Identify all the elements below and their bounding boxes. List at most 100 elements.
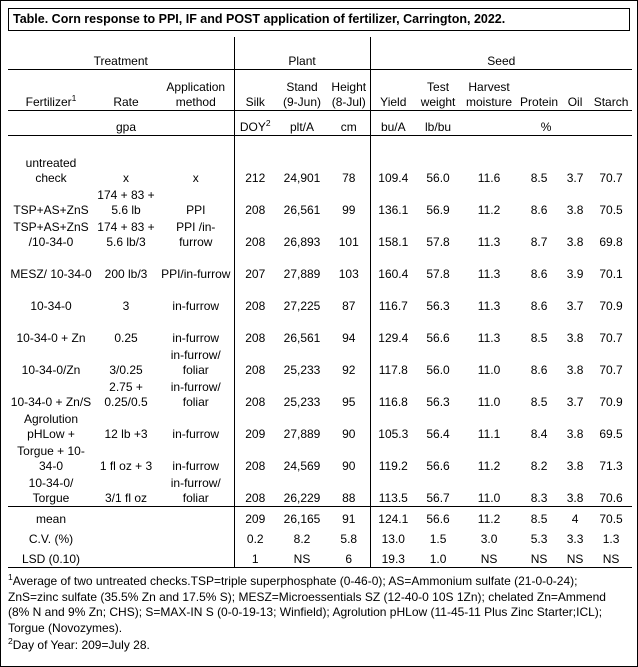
stand-cell: 24,901 <box>283 170 321 185</box>
corn-response-table: Treatment Plant Seed Fertilizer1 Rate Ap… <box>8 37 633 568</box>
stand-cell: 25,233 <box>283 362 321 377</box>
protein-cell: 8.6 <box>530 362 548 377</box>
test-weight-cell: 1.0 <box>416 547 461 568</box>
stand-cell: 26,229 <box>283 490 321 505</box>
summary-label: C.V. (%) <box>28 531 74 546</box>
moisture-cell: 11.0 <box>477 362 501 377</box>
stand-cell: 26,893 <box>283 234 321 249</box>
method-cell: PPI /in-furrow <box>158 218 235 250</box>
moisture-cell: 11.0 <box>477 490 501 505</box>
height-cell: 99 <box>328 186 371 218</box>
starch-cell: 69.5 <box>599 426 623 441</box>
yield-cell: 160.4 <box>378 266 409 281</box>
starch-cell: 70.6 <box>599 490 623 505</box>
stand-cell: 24,569 <box>283 458 321 473</box>
group-header-row: Treatment Plant Seed <box>8 37 633 70</box>
summary-label: LSD (0.10) <box>8 547 94 568</box>
silk-cell: 208 <box>245 490 266 505</box>
moisture-cell: 11.3 <box>477 266 501 281</box>
unit-test-weight: lb/bu <box>416 110 461 136</box>
rate-cell: 2.75 + 0.25/0.5 <box>104 380 148 409</box>
rate-cell <box>94 506 158 527</box>
unit-fertilizer-empty <box>8 110 94 136</box>
stand-cell: 26,561 <box>283 330 321 345</box>
yield-cell: 119.2 <box>378 458 408 473</box>
rate-cell <box>94 547 158 568</box>
silk-cell: 208 <box>245 298 266 313</box>
test-weight-cell: 56.0 <box>426 362 450 377</box>
test-weight-cell: 56.0 <box>426 170 450 185</box>
footnote-1: 1Average of two untreated checks.TSP=tri… <box>8 572 606 635</box>
footnote-2: 2Day of Year: 209=July 28. <box>8 636 150 653</box>
protein-cell: 8.5 <box>530 330 548 345</box>
unit-percent: % <box>460 110 633 136</box>
col-header-harvest-moisture: Harvest moisture <box>460 69 519 111</box>
group-seed: Seed <box>370 37 633 70</box>
table-title-text: Table. Corn response to PPI, IF and POST… <box>13 12 506 26</box>
test-weight-cell: 57.8 <box>426 266 450 281</box>
rate-cell: 3/1 fl oz <box>104 490 148 505</box>
protein-cell: 8.6 <box>530 266 548 281</box>
method-cell: PPI/in-furrow <box>158 250 235 282</box>
yield-cell: 136.1 <box>378 202 409 217</box>
silk-cell: 208 <box>245 234 266 249</box>
height-cell: 94 <box>328 314 371 346</box>
col-header-protein: Protein <box>518 69 561 111</box>
unit-silk: DOY2 <box>234 110 277 136</box>
fertilizer-cell: TSP+AS+ZnS <box>13 202 89 217</box>
oil-cell: 3.8 <box>566 202 584 217</box>
treatment-row: 10-34-0 + Zn/S 2.75 + 0.25/0.5 in-furrow/ … <box>8 378 632 410</box>
stand-cell: 26,561 <box>283 202 321 217</box>
method-cell <box>158 527 235 547</box>
test-weight-cell: 57.8 <box>426 234 450 249</box>
fertilizer-cell: MESZ/ 10-34-0 <box>10 266 92 281</box>
yield-cell: 129.4 <box>378 330 409 345</box>
height-cell: 91 <box>328 506 371 527</box>
fertilizer-cell: 10-34-0/Zn <box>21 362 81 377</box>
height-cell: 87 <box>328 282 371 314</box>
silk-cell: 208 <box>245 458 266 473</box>
height-cell: 78 <box>328 135 371 186</box>
height-cell: 103 <box>328 250 371 282</box>
oil-cell: 3.7 <box>566 298 584 313</box>
starch-cell: 70.7 <box>599 362 623 377</box>
fertilizer-cell: Agrolution pHLow + <box>23 412 79 441</box>
silk-cell: 208 <box>245 330 266 345</box>
treatment-row: TSP+AS+ZnS 174 + 83 + 5.6 lb PPI 208 26,561 9… <box>8 186 632 218</box>
summary-row: mean 209 26,165 91 124.1 56.6 11.2 8.5 4 70.5 <box>8 506 633 527</box>
col-header-stand: Stand (9-Jun) <box>276 69 329 111</box>
yield-cell: 117.8 <box>378 362 408 377</box>
treatment-row: 10-34-0/Zn 3/0.25 in-furrow/ foliar 208 25,2… <box>8 346 632 378</box>
oil-cell: 3.8 <box>566 458 584 473</box>
yield-cell: 113.5 <box>378 490 408 505</box>
unit-height: cm <box>328 110 371 136</box>
col-header-yield: Yield <box>370 69 417 111</box>
moisture-cell: 11.6 <box>477 170 501 185</box>
footnote-ref-2: 2 <box>265 117 271 128</box>
table-title: Table. Corn response to PPI, IF and POST… <box>8 8 630 31</box>
protein-cell: 8.7 <box>530 234 548 249</box>
oil-cell: 3.8 <box>566 490 584 505</box>
oil-cell: 3.7 <box>566 394 584 409</box>
footnotes: 1Average of two untreated checks.TSP=tri… <box>8 572 630 654</box>
starch-cell: 70.9 <box>599 298 623 313</box>
fertilizer-cell: Torgue + 10-34-0 <box>17 444 85 473</box>
protein-cell: 8.3 <box>530 490 548 505</box>
height-cell: 101 <box>328 218 371 250</box>
stand-cell: 27,889 <box>283 426 321 441</box>
yield-cell: 13.0 <box>381 531 405 546</box>
protein-cell: NS <box>518 547 561 568</box>
protein-cell: 8.6 <box>530 298 548 313</box>
col-header-fertilizer: Fertilizer1 <box>8 69 94 111</box>
test-weight-cell: 56.6 <box>426 458 450 473</box>
starch-cell: 70.1 <box>599 266 623 281</box>
method-cell: PPI <box>158 186 235 218</box>
height-cell: 90 <box>328 442 371 474</box>
silk-cell: 207 <box>245 266 266 281</box>
protein-cell: 5.3 <box>530 531 548 546</box>
rate-cell: x <box>123 170 129 185</box>
method-cell: in-furrow <box>158 282 235 314</box>
method-cell: x <box>158 135 235 186</box>
moisture-cell: 11.2 <box>477 202 501 217</box>
silk-cell: 209 <box>234 506 277 527</box>
